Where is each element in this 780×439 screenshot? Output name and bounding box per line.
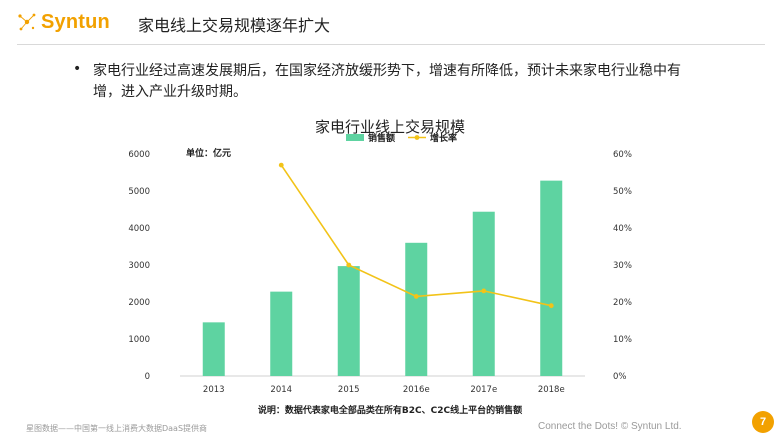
header-divider xyxy=(17,44,765,45)
bullet-marker: • xyxy=(73,61,82,77)
y-left-tick-label: 4000 xyxy=(128,224,150,234)
legend-label-growth: 增长率 xyxy=(430,132,457,144)
y-right-tick-label: 50% xyxy=(613,187,632,197)
legend-swatch-growth-marker xyxy=(414,135,420,140)
y-left-tick-label: 5000 xyxy=(128,187,150,197)
page-number-badge: 7 xyxy=(752,411,774,433)
logo-dots-icon xyxy=(18,13,36,31)
unit-label: 单位：亿元 xyxy=(186,147,231,159)
x-tick-label: 2018e xyxy=(538,385,565,395)
y-left-tick-label: 1000 xyxy=(128,335,150,345)
footer-tagline: 星图数据——中国第一线上消费大数据DaaS提供商 xyxy=(26,424,208,433)
y-right-tick-label: 40% xyxy=(613,224,632,234)
y-left-tick-label: 0 xyxy=(145,372,150,382)
bar-sales xyxy=(270,291,293,376)
header: Syntun 家电线上交易规模逐年扩大 xyxy=(0,0,780,46)
chart-note: 说明：数据代表家电全部品类在所有B2C、C2C线上平台的销售额 xyxy=(258,404,522,416)
point-growth-rate xyxy=(481,288,487,294)
x-tick-label: 2014 xyxy=(270,385,292,395)
footer-copyright: Connect the Dots! © Syntun Ltd. xyxy=(538,421,682,432)
bar-sales xyxy=(405,242,428,376)
point-growth-rate xyxy=(413,294,419,299)
bar-sales xyxy=(540,180,563,376)
syntun-logo: Syntun xyxy=(17,9,110,35)
bar-sales xyxy=(472,211,495,376)
bullet-text: 家电行业经过高速发展期后，在国家经济放缓形势下，增速有所降低，预计未来家电行业稳… xyxy=(93,63,681,100)
y-right-tick-label: 10% xyxy=(613,335,632,345)
logo-text: Syntun xyxy=(41,10,110,33)
y-left-tick-label: 3000 xyxy=(128,261,150,271)
y-right-tick-label: 0% xyxy=(613,372,627,382)
point-growth-rate xyxy=(346,262,352,268)
y-left-tick-label: 6000 xyxy=(128,150,150,160)
point-growth-rate xyxy=(548,303,554,309)
page-title: 家电线上交易规模逐年扩大 xyxy=(138,16,331,35)
x-tick-label: 2016e xyxy=(403,385,430,395)
y-right-tick-label: 60% xyxy=(613,150,632,160)
y-right-tick-label: 20% xyxy=(613,298,632,308)
x-tick-label: 2013 xyxy=(203,385,225,395)
x-tick-label: 2017e xyxy=(470,385,497,395)
chart-title: 家电行业线上交易规模 xyxy=(314,118,465,136)
bar-sales xyxy=(337,266,360,376)
legend-swatch-sales xyxy=(346,134,364,141)
bar-sales xyxy=(202,322,225,376)
y-right-tick-label: 30% xyxy=(613,261,632,271)
y-left-tick-label: 2000 xyxy=(128,298,150,308)
legend-label-sales: 销售额 xyxy=(368,132,395,144)
x-tick-label: 2015 xyxy=(338,385,360,395)
point-growth-rate xyxy=(278,162,284,168)
